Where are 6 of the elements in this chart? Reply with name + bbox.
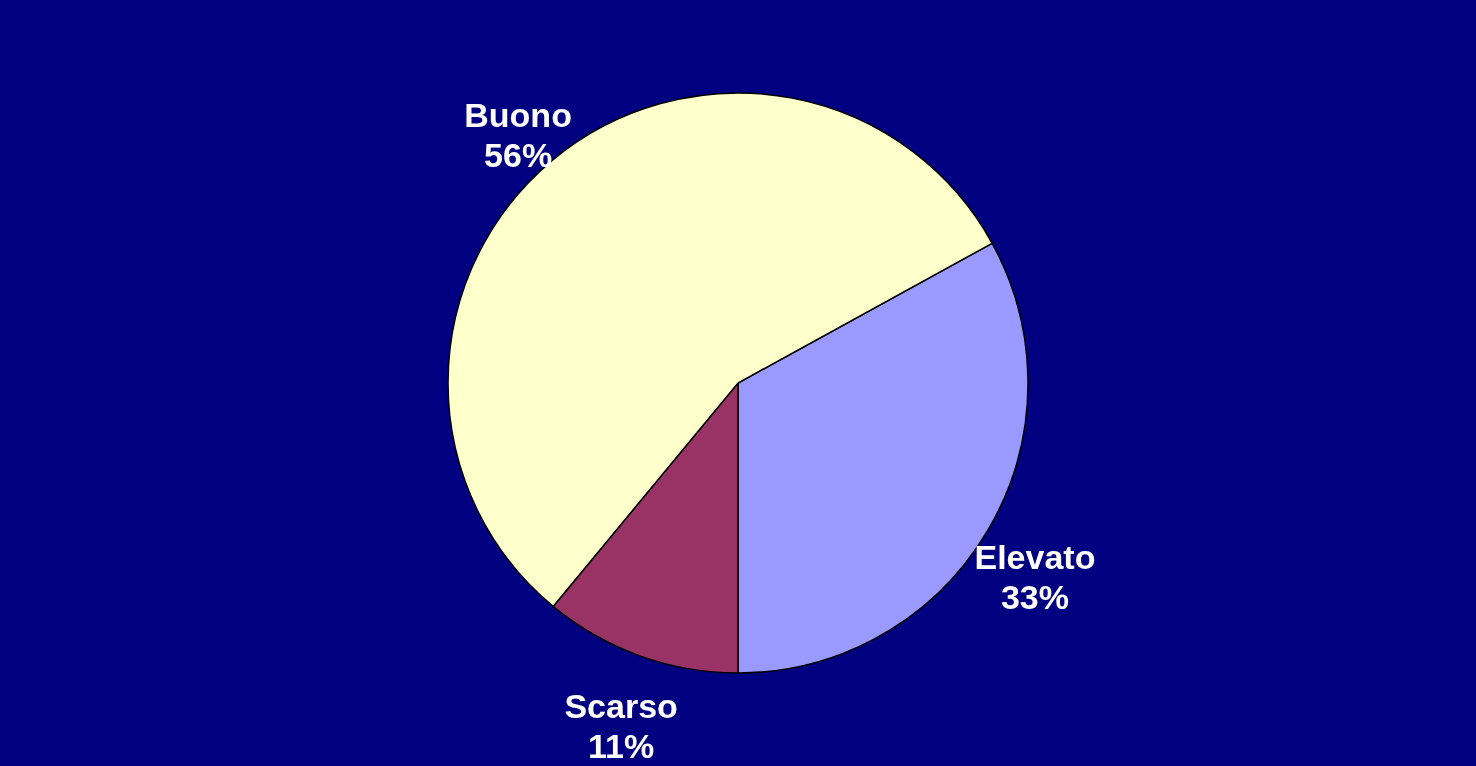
data-label: 11% — [588, 726, 655, 765]
data-label: 56% — [484, 136, 553, 175]
slice-label: Elevato — [974, 537, 1096, 576]
slice-label: Scarso — [564, 686, 678, 725]
slice-label: Buono — [464, 96, 572, 135]
data-label: 33% — [1000, 577, 1069, 616]
